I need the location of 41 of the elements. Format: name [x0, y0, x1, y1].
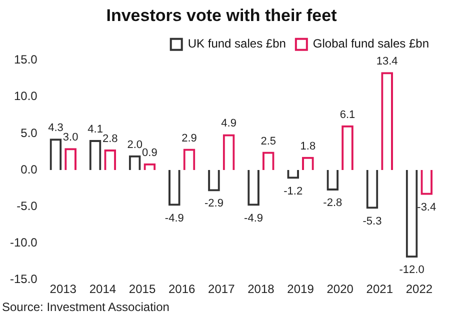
- legend-label: UK fund sales £bn: [188, 36, 286, 51]
- data-label: -12.0: [399, 264, 424, 276]
- data-label: 6.1: [340, 108, 356, 121]
- data-label: -5.3: [362, 215, 382, 228]
- data-label: 4.9: [221, 118, 236, 130]
- y-tick-label: 0.0: [20, 162, 38, 176]
- data-label: 1.8: [300, 140, 316, 152]
- data-label: 4.1: [88, 124, 103, 136]
- data-label: -3.4: [417, 201, 436, 214]
- x-tick-label: 2020: [326, 282, 354, 296]
- y-tick-label: -15.0: [10, 272, 38, 286]
- y-tick-label: 5.0: [20, 126, 38, 140]
- data-label: -4.9: [244, 212, 264, 224]
- x-tick-label: 2013: [50, 282, 77, 296]
- x-tick-label: 2021: [366, 282, 394, 296]
- source-note: Source: Investment Association: [2, 300, 170, 314]
- data-label: 2.8: [102, 133, 118, 146]
- y-tick-label: -5.0: [16, 198, 38, 213]
- data-label: 2.5: [260, 135, 276, 148]
- x-tick-label: 2016: [168, 282, 196, 296]
- x-tick-label: 2022: [406, 282, 433, 296]
- y-tick-label: 15.0: [14, 52, 38, 67]
- data-label: 4.3: [48, 122, 64, 134]
- x-tick-label: 2017: [208, 282, 236, 296]
- data-label: 0.9: [142, 146, 158, 159]
- data-label: -2.8: [323, 196, 342, 209]
- x-tick-label: 2018: [248, 282, 275, 296]
- y-tick-label: 10.0: [14, 89, 38, 104]
- data-label: 2.9: [182, 132, 197, 144]
- x-tick-label: 2019: [287, 282, 314, 296]
- legend-label: Global fund sales £bn: [312, 36, 430, 51]
- y-tick-label: -10.0: [10, 235, 38, 250]
- data-label: -4.9: [164, 212, 184, 224]
- data-label: 3.0: [62, 132, 78, 144]
- chart-title: Investors vote with their feet: [106, 6, 338, 25]
- data-label: -1.2: [284, 185, 303, 198]
- data-label: 13.4: [376, 56, 398, 68]
- data-label: -2.9: [204, 198, 224, 210]
- x-tick-label: 2014: [89, 282, 116, 296]
- x-tick-label: 2015: [128, 282, 156, 296]
- data-label: 2.0: [127, 138, 142, 151]
